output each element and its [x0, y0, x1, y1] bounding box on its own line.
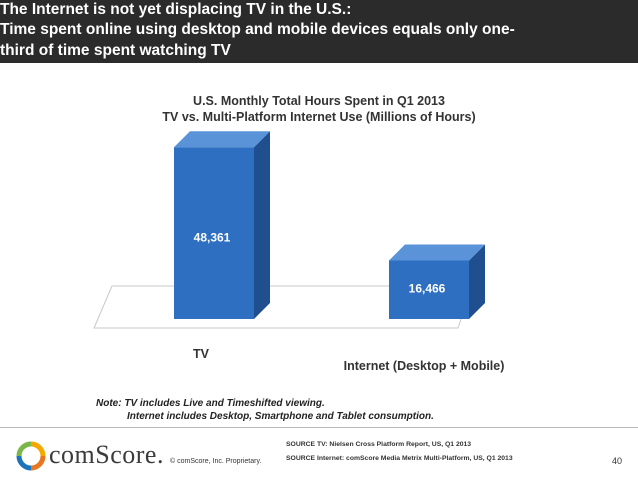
note-line-2: Internet includes Desktop, Smartphone an… — [127, 411, 434, 422]
footer-divider — [0, 427, 638, 428]
headline-line-3: third of time spent watching TV — [0, 42, 231, 59]
comscore-logo-text: comScore. — [49, 440, 164, 469]
bar-top-1 — [389, 244, 485, 261]
source-internet: SOURCE Internet: comScore Media Metrix M… — [286, 455, 513, 462]
bar-front-1 — [389, 260, 469, 319]
note-line-1: Note: TV includes Live and Timeshifted v… — [96, 398, 325, 409]
bar-side-0 — [254, 131, 270, 319]
header-banner: The Internet is not yet displacing TV in… — [0, 0, 638, 63]
category-label-1: Internet (Desktop + Mobile) — [344, 359, 505, 373]
page-number: 40 — [612, 456, 623, 466]
bar-front-0 — [174, 147, 254, 319]
data-label-1: 16,466 — [409, 282, 446, 296]
bar-side-1 — [469, 244, 485, 319]
copyright-text: © comScore, Inc. Proprietary. — [170, 458, 262, 465]
source-tv: SOURCE TV: Nielsen Cross Platform Report… — [286, 441, 472, 448]
chart-title: U.S. Monthly Total Hours Spent in Q1 201… — [193, 94, 445, 108]
headline-line-2: Time spent online using desktop and mobi… — [0, 21, 515, 38]
comscore-logo-icon — [16, 441, 46, 471]
data-label-0: 48,361 — [194, 231, 231, 245]
bar-chart: 48,361 16,466 TV Internet (Desktop + Mobile… — [93, 131, 505, 373]
headline-line-1: The Internet is not yet displacing TV in… — [0, 1, 352, 18]
chart-subtitle: TV vs. Multi-Platform Internet Use (Mill… — [162, 110, 476, 124]
category-label-0: TV — [193, 347, 210, 361]
bar-top-0 — [174, 131, 270, 148]
